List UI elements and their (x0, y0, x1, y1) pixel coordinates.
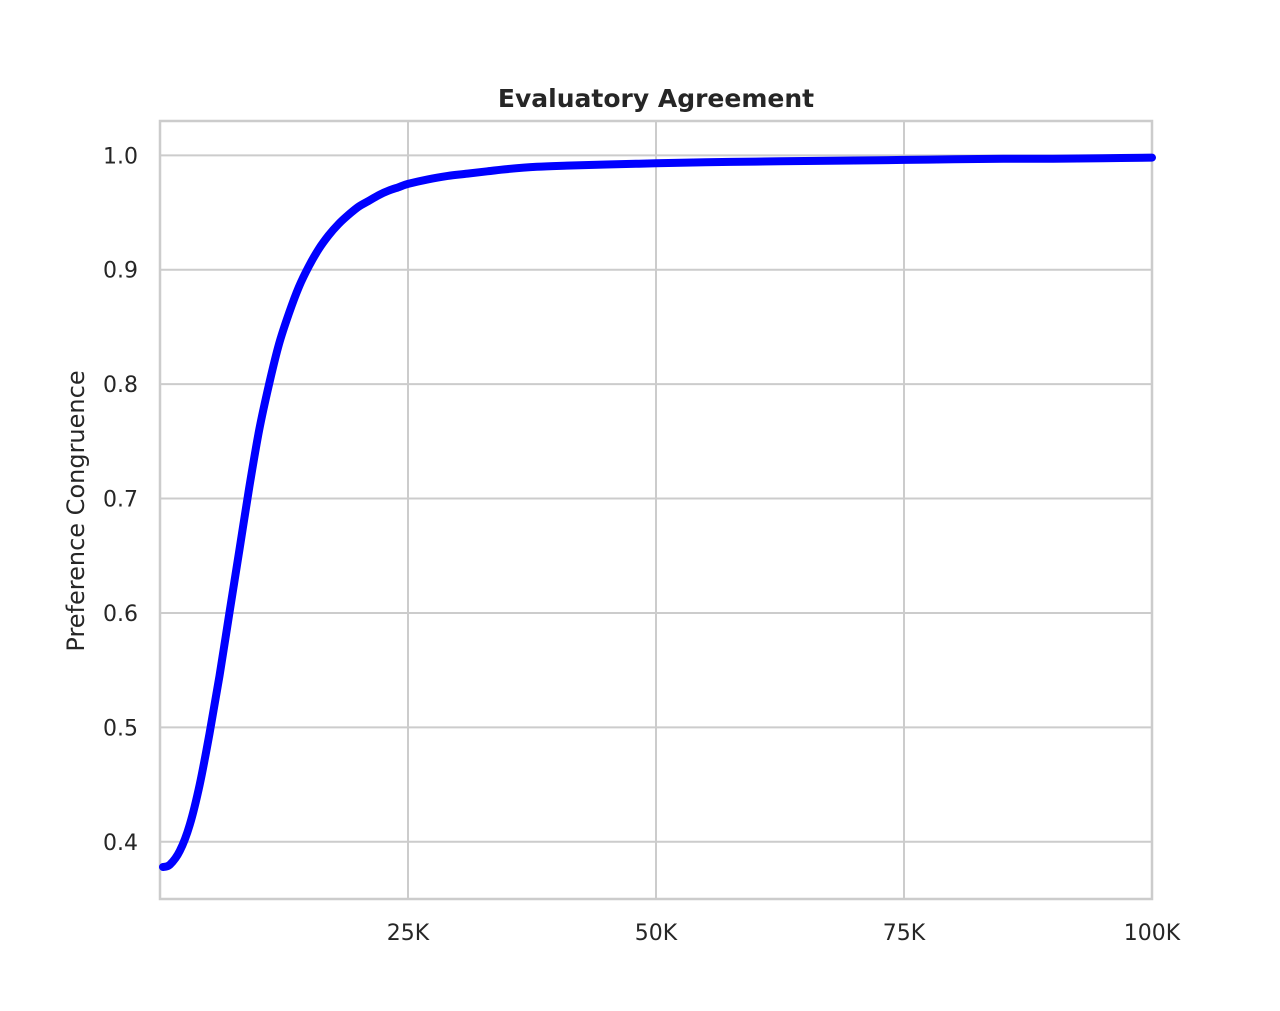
y-tick-label: 0.7 (103, 488, 138, 513)
y-tick-label: 0.8 (103, 373, 138, 398)
y-tick-label: 0.6 (103, 602, 138, 627)
chart-title: Evaluatory Agreement (498, 84, 814, 113)
y-tick-label: 0.9 (103, 259, 138, 284)
series-line (159, 153, 1156, 871)
y-tick-label: 0.5 (103, 716, 138, 741)
y-tick-label: 1.0 (103, 144, 138, 169)
plot-frame (158, 119, 1154, 901)
y-axis-label: Preference Congruence (62, 370, 90, 651)
x-tick-label: 25K (387, 921, 430, 946)
y-tick-label: 0.4 (103, 831, 138, 856)
x-tick-label: 50K (635, 921, 678, 946)
grid-lines (160, 121, 1153, 899)
series-layer (159, 153, 1156, 871)
x-tick-label: 75K (883, 921, 926, 946)
y-tick-labels: 0.4 0.5 0.6 0.7 0.8 0.9 1.0 (103, 144, 138, 855)
x-tick-label: 100K (1124, 921, 1181, 946)
x-tick-labels: 25K 50K 75K 100K (387, 921, 1181, 946)
